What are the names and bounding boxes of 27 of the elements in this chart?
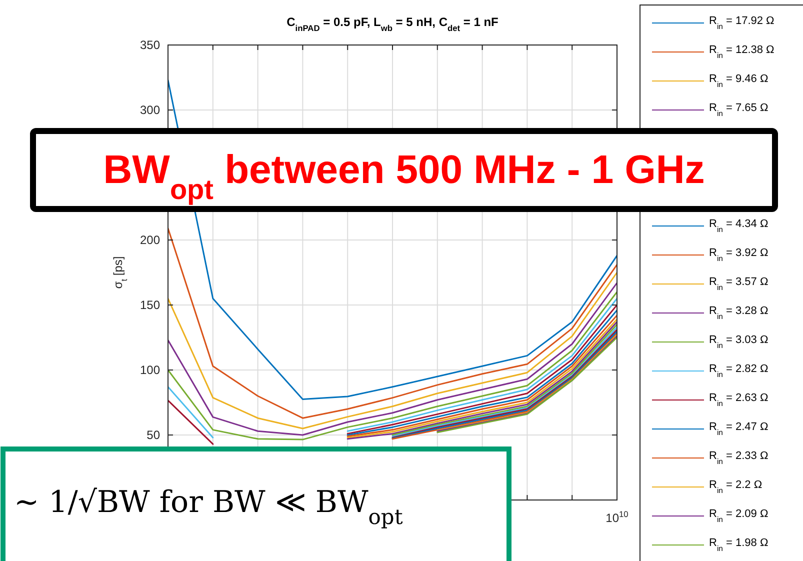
legend-label: R$_{in}$ = 1.98 Ω xyxy=(709,537,768,553)
legend-label: R$_{in}$ = 3.28 Ω xyxy=(709,305,768,321)
annotation: ∼ 1/√BW for BW ≪ BW$_{opt}$ xyxy=(14,485,404,529)
legend-label: R$_{in}$ = 9.46 Ω xyxy=(709,73,768,89)
legend-label: R$_{in}$ = 3.57 Ω xyxy=(709,276,768,292)
legend-label: R$_{in}$ = 2.09 Ω xyxy=(709,508,768,524)
text: 10$^{10}$ xyxy=(606,509,629,525)
y-tick-label: 350 xyxy=(140,38,160,52)
legend-label: R$_{in}$ = 7.65 Ω xyxy=(709,102,768,118)
y-tick-label: 50 xyxy=(146,428,160,442)
legend-label: R$_{in}$ = 2.2 Ω xyxy=(709,479,762,495)
legend-label: R$_{in}$ = 2.47 Ω xyxy=(709,421,768,437)
legend-label: R$_{in}$ = 3.92 Ω xyxy=(709,247,768,263)
legend-label: R$_{in}$ = 2.33 Ω xyxy=(709,450,768,466)
legend-label: R$_{in}$ = 17.92 Ω xyxy=(709,15,774,31)
y-tick-label: 150 xyxy=(140,298,160,312)
legend-label: R$_{in}$ = 2.63 Ω xyxy=(709,392,768,408)
legend-label: R$_{in}$ = 12.38 Ω xyxy=(709,44,774,60)
y-tick-label: 100 xyxy=(140,363,160,378)
line-series xyxy=(168,228,617,419)
chart-title: C$_{inPAD}$ = 0.5 pF, L$_{wb}$ = 5 nH, C$_{det}$ = 1 nF xyxy=(286,15,498,33)
legend-label: R$_{in}$ = 4.34 Ω xyxy=(709,218,768,234)
legend-label: R$_{in}$ = 2.82 Ω xyxy=(709,363,768,379)
annotation: BW$_{opt}$ between 500 MHz - 1 GHz xyxy=(103,148,705,204)
y-tick-label: 200 xyxy=(140,233,160,248)
y-tick-label: 300 xyxy=(140,103,160,118)
legend-label: R$_{in}$ = 3.03 Ω xyxy=(709,334,768,350)
